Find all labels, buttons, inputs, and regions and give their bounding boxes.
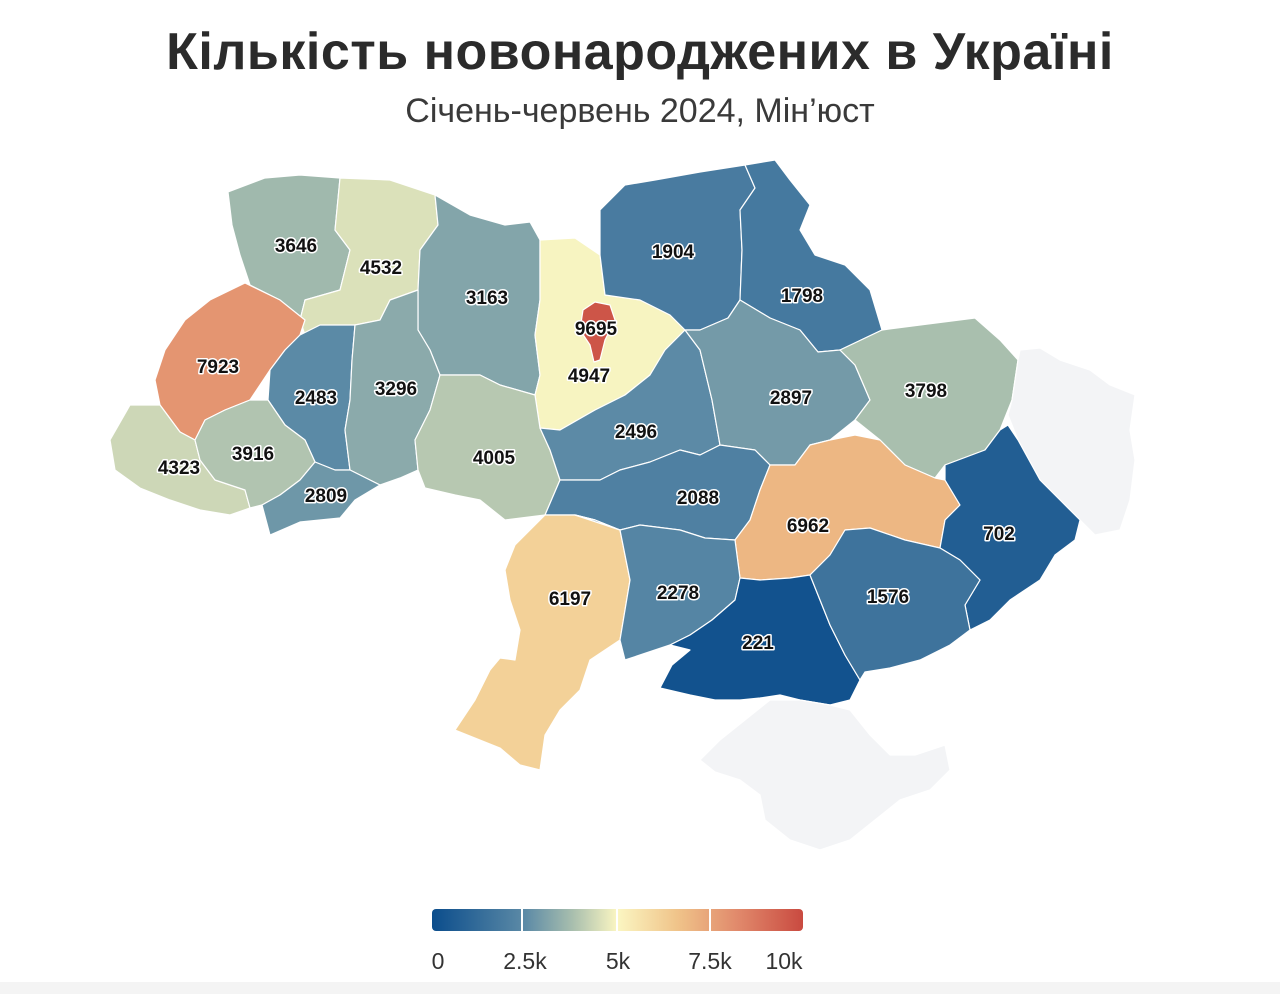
footer-strip — [0, 982, 1280, 994]
legend-label-7500: 7.5k — [688, 948, 732, 974]
legend-tick-mark — [521, 909, 523, 931]
region-value-label: 3163 — [466, 288, 508, 309]
ukraine-choropleth-map: 3646 4532 3163 4947 9695 1904 1798 7923 2483 3296… — [109, 159, 1136, 851]
map-subtitle: Січень-червень 2024, Мін’юст — [405, 92, 875, 130]
region-kyiv-city[interactable] — [579, 301, 616, 363]
region-value-label: 3916 — [232, 444, 274, 465]
legend-tick-mark — [709, 909, 711, 931]
region-value-label: 2278 — [657, 583, 699, 604]
region-donetsk[interactable] — [939, 424, 1081, 631]
legend-label-10000: 10k — [765, 948, 803, 974]
region-value-label: 4323 — [158, 458, 200, 479]
region-value-label: 6197 — [549, 589, 591, 610]
legend-label-5000: 5k — [605, 948, 631, 974]
region-value-label: 4947 — [568, 366, 610, 387]
region-crimea[interactable] — [699, 699, 951, 851]
region-value-label: 3798 — [905, 381, 947, 402]
region-value-label: 6962 — [787, 516, 829, 537]
region-chernivtsi[interactable] — [261, 461, 381, 536]
region-value-label: 3646 — [275, 236, 317, 257]
region-zaporizhzhia[interactable] — [809, 527, 981, 681]
region-value-label: 2897 — [770, 388, 812, 409]
map-title: Кількість новонароджених в Україні — [166, 23, 1114, 81]
region-value-label: 2088 — [677, 488, 719, 509]
legend-tick-mark — [616, 909, 618, 931]
region-vinnytsia[interactable] — [414, 374, 561, 521]
region-value-label: 1576 — [867, 587, 909, 608]
region-value-label: 2483 — [295, 388, 337, 409]
region-value-label: 1798 — [781, 286, 823, 307]
region-value-label: 702 — [983, 524, 1015, 545]
region-value-label: 221 — [742, 633, 774, 654]
legend-label-0: 0 — [431, 948, 445, 974]
region-value-label: 4532 — [360, 258, 402, 279]
region-value-label: 7923 — [197, 357, 239, 378]
region-value-label: 3296 — [375, 379, 417, 400]
region-value-label: 2809 — [305, 486, 347, 507]
region-odesa[interactable] — [454, 514, 631, 771]
color-scale-bar — [432, 909, 803, 931]
region-value-label: 9695 — [575, 319, 618, 340]
region-value-label: 4005 — [473, 448, 516, 469]
legend-label-2500: 2.5k — [503, 948, 547, 974]
region-value-label: 1904 — [652, 242, 695, 263]
region-value-label: 2496 — [615, 422, 657, 443]
